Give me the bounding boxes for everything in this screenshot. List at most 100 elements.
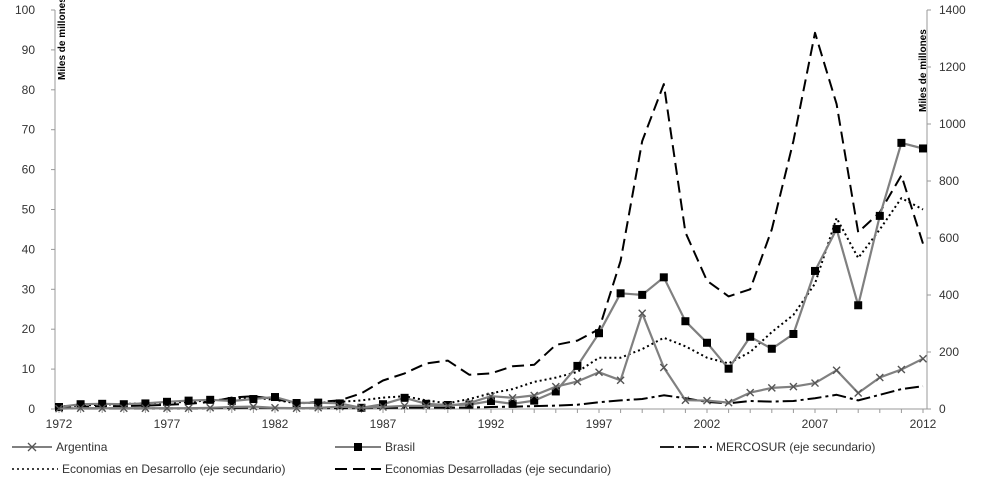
y-left-tick-label: 70 bbox=[22, 123, 36, 137]
x-tick-label: 1997 bbox=[586, 417, 613, 431]
point-argentina bbox=[854, 389, 863, 398]
point-brasil bbox=[55, 403, 63, 412]
y-right-tick-label: 400 bbox=[939, 288, 959, 302]
legend-mercosur-swatch bbox=[660, 446, 712, 448]
axes: 0102030405060708090100020040060080010001… bbox=[15, 3, 966, 431]
point-brasil bbox=[249, 395, 258, 404]
y-right-tick-label: 800 bbox=[939, 174, 959, 188]
y-left-tick-label: 50 bbox=[22, 203, 36, 217]
point-brasil bbox=[767, 344, 776, 353]
point-brasil bbox=[897, 138, 906, 147]
point-brasil bbox=[638, 290, 647, 299]
y-left-tick-label: 10 bbox=[22, 362, 36, 376]
point-argentina bbox=[249, 402, 258, 411]
point-argentina bbox=[314, 403, 323, 412]
point-brasil bbox=[508, 399, 517, 408]
legend-item-brasil: Brasil bbox=[335, 440, 415, 454]
y-right-tick-label: 200 bbox=[939, 345, 959, 359]
legend-brasil-swatch bbox=[335, 443, 381, 451]
legend-label-brasil: Brasil bbox=[385, 440, 416, 454]
point-argentina bbox=[573, 377, 582, 386]
point-argentina bbox=[98, 404, 107, 413]
point-argentina bbox=[659, 363, 668, 372]
point-argentina bbox=[616, 376, 625, 385]
point-brasil bbox=[746, 332, 755, 341]
point-brasil bbox=[141, 399, 150, 408]
x-tick-label: 2012 bbox=[910, 417, 937, 431]
x-tick-label: 1987 bbox=[370, 417, 397, 431]
x-tick-label: 2002 bbox=[694, 417, 721, 431]
y-left-tick-label: 0 bbox=[28, 402, 35, 416]
point-argentina bbox=[357, 403, 366, 412]
point-argentina bbox=[422, 401, 431, 410]
point-argentina bbox=[400, 401, 409, 410]
point-brasil bbox=[659, 273, 668, 282]
x-tick-label: 1977 bbox=[154, 417, 181, 431]
x-tick-label: 1982 bbox=[262, 417, 289, 431]
point-argentina bbox=[335, 402, 344, 411]
point-argentina bbox=[724, 398, 733, 407]
legend-item-desarrolladas: Economias Desarrolladas (eje secundario) bbox=[335, 462, 611, 476]
point-brasil bbox=[379, 400, 387, 409]
legend-item-desarrollo: Economias en Desarrollo (eje secundario) bbox=[12, 462, 285, 476]
legend-desarrolladas-swatch bbox=[335, 468, 381, 470]
point-brasil bbox=[184, 396, 193, 405]
y-right-tick-label: 1400 bbox=[939, 3, 966, 17]
point-brasil bbox=[227, 397, 236, 406]
legend-item-argentina: Argentina bbox=[12, 440, 107, 454]
point-argentina bbox=[508, 393, 517, 402]
point-argentina bbox=[919, 354, 927, 363]
y-left-tick-label: 100 bbox=[15, 3, 35, 17]
point-brasil bbox=[551, 387, 560, 396]
point-brasil bbox=[76, 400, 85, 409]
legend-label-argentina: Argentina bbox=[56, 440, 108, 454]
y-left-label: Miles de millones bbox=[57, 0, 68, 80]
point-brasil bbox=[314, 398, 323, 407]
point-brasil bbox=[875, 211, 884, 220]
y-left-tick-label: 40 bbox=[22, 242, 36, 256]
point-argentina bbox=[379, 403, 387, 411]
point-brasil bbox=[595, 329, 603, 338]
point-brasil bbox=[163, 397, 171, 406]
point-brasil bbox=[703, 338, 711, 347]
series-line-argentina bbox=[58, 312, 924, 410]
point-brasil bbox=[811, 266, 819, 275]
legend-label-desarrollo: Economias en Desarrollo (eje secundario) bbox=[62, 462, 286, 476]
x-tick-label: 2007 bbox=[802, 417, 829, 431]
series-line-brasil bbox=[58, 141, 924, 409]
point-argentina bbox=[141, 404, 150, 413]
legend: Argentina Brasil MERCOSUR (eje secundari… bbox=[0, 440, 982, 486]
point-argentina bbox=[551, 382, 560, 391]
point-argentina bbox=[832, 366, 841, 375]
point-brasil bbox=[119, 400, 128, 409]
point-argentina bbox=[465, 399, 474, 408]
point-argentina bbox=[487, 392, 495, 401]
point-argentina bbox=[703, 396, 711, 405]
point-argentina bbox=[897, 365, 906, 374]
y-left-tick-label: 60 bbox=[22, 163, 36, 177]
point-brasil bbox=[919, 144, 927, 153]
point-brasil bbox=[832, 225, 841, 234]
y-right-tick-label: 1000 bbox=[939, 117, 966, 131]
point-argentina bbox=[76, 404, 85, 413]
legend-desarrollo-swatch bbox=[12, 468, 58, 470]
x-tick-label: 1972 bbox=[46, 417, 73, 431]
point-brasil bbox=[724, 364, 733, 373]
y-right-tick-label: 1200 bbox=[939, 60, 966, 74]
point-argentina bbox=[789, 382, 798, 391]
point-argentina bbox=[767, 383, 776, 392]
point-brasil bbox=[487, 397, 495, 406]
series-line-economias-desarrolladas-eje-secundario bbox=[58, 31, 924, 409]
point-brasil bbox=[335, 399, 344, 408]
point-brasil bbox=[616, 289, 625, 298]
point-argentina bbox=[443, 401, 452, 410]
series-group bbox=[55, 31, 927, 413]
point-argentina bbox=[681, 396, 690, 405]
point-argentina bbox=[206, 403, 215, 412]
point-argentina bbox=[811, 379, 819, 388]
legend-label-mercosur: MERCOSUR (eje secundario) bbox=[716, 440, 876, 454]
point-brasil bbox=[206, 395, 215, 404]
legend-label-desarrolladas: Economias Desarrolladas (eje secundario) bbox=[385, 462, 612, 476]
legend-argentina-swatch bbox=[12, 442, 52, 452]
